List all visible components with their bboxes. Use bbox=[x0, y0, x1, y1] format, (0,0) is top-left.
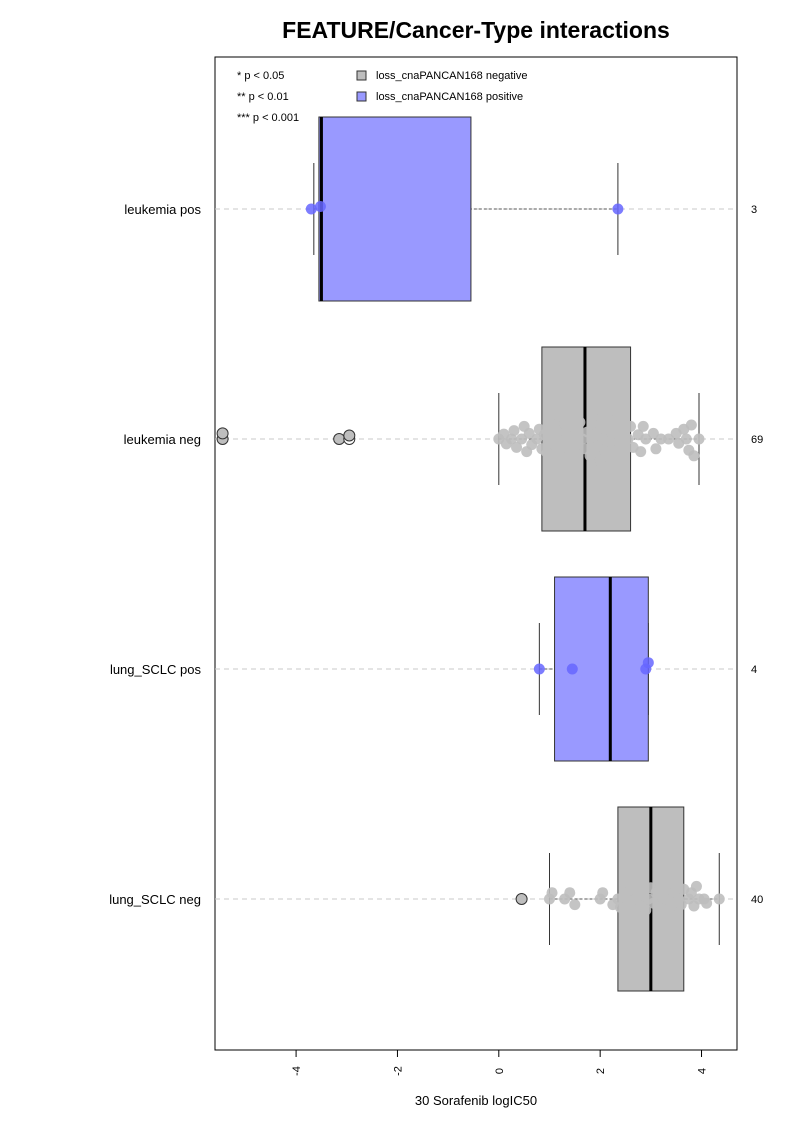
data-point bbox=[508, 425, 520, 437]
data-point bbox=[614, 901, 626, 913]
data-point bbox=[652, 901, 664, 913]
legend-swatch bbox=[356, 91, 367, 102]
x-tick-label: 4 bbox=[697, 1068, 709, 1074]
data-point bbox=[543, 416, 555, 428]
data-point bbox=[701, 897, 713, 909]
plot-frame bbox=[214, 56, 738, 1051]
outlier-point bbox=[216, 427, 229, 440]
category-label: leukemia pos bbox=[124, 202, 201, 217]
data-point bbox=[635, 446, 647, 458]
data-point bbox=[642, 657, 654, 669]
data-point bbox=[609, 427, 621, 439]
data-point bbox=[637, 420, 649, 432]
data-point bbox=[713, 893, 725, 905]
significance-legend-item: ** p < 0.01 bbox=[237, 91, 289, 103]
x-tick-label: -2 bbox=[392, 1066, 404, 1076]
data-point bbox=[640, 904, 652, 916]
data-point bbox=[612, 447, 624, 459]
data-point bbox=[505, 433, 517, 445]
outlier-point bbox=[515, 893, 528, 905]
x-axis-label: 30 Sorafenib logIC50 bbox=[415, 1093, 537, 1108]
data-point bbox=[663, 433, 675, 445]
data-point bbox=[584, 450, 596, 462]
count-label: 3 bbox=[751, 204, 757, 216]
significance-legend-item: *** p < 0.001 bbox=[237, 112, 299, 124]
data-point bbox=[597, 887, 609, 899]
legend-label: loss_cnaPANCAN168 positive bbox=[376, 91, 523, 103]
data-point bbox=[655, 433, 667, 445]
outlier-point bbox=[343, 429, 356, 442]
data-point bbox=[599, 423, 611, 435]
data-point bbox=[625, 420, 637, 432]
category-label: lung_SCLC pos bbox=[110, 662, 202, 677]
data-point bbox=[533, 663, 545, 675]
data-point bbox=[564, 448, 576, 460]
data-point bbox=[622, 433, 634, 445]
category-label: lung_SCLC neg bbox=[109, 892, 201, 907]
count-label: 69 bbox=[751, 434, 763, 446]
data-point bbox=[566, 663, 578, 675]
data-point bbox=[690, 880, 702, 892]
data-point bbox=[587, 411, 599, 423]
x-tick-label: 0 bbox=[494, 1068, 506, 1074]
plot-area: -4 -2 0 2 4 leukemia pos 3 leukemia neg 69 lung_S… bbox=[109, 56, 763, 1076]
legend-swatch bbox=[356, 70, 367, 81]
data-point bbox=[314, 200, 326, 212]
data-point bbox=[650, 443, 662, 455]
category-label: leukemia neg bbox=[124, 432, 201, 447]
x-tick-label: 2 bbox=[595, 1068, 607, 1074]
data-point bbox=[625, 883, 637, 895]
data-point bbox=[599, 446, 611, 458]
legend-label: loss_cnaPANCAN168 negative bbox=[376, 70, 527, 82]
data-point bbox=[647, 427, 659, 439]
data-point bbox=[688, 450, 700, 462]
data-point bbox=[655, 879, 667, 891]
data-point bbox=[561, 430, 573, 442]
data-point bbox=[554, 444, 566, 456]
data-point bbox=[305, 203, 317, 215]
data-point bbox=[523, 427, 535, 439]
box bbox=[318, 116, 472, 302]
x-tick-label: -4 bbox=[291, 1066, 303, 1076]
data-point bbox=[551, 426, 563, 438]
count-label: 4 bbox=[751, 664, 757, 676]
data-point bbox=[612, 893, 624, 905]
data-point bbox=[612, 203, 624, 215]
data-point bbox=[685, 419, 697, 431]
data-point bbox=[574, 416, 586, 428]
data-point bbox=[604, 436, 616, 448]
data-point bbox=[594, 464, 606, 476]
data-point bbox=[693, 433, 705, 445]
data-point bbox=[546, 887, 558, 899]
data-point bbox=[602, 412, 614, 424]
data-point bbox=[511, 441, 523, 453]
data-point bbox=[675, 899, 687, 911]
data-point bbox=[665, 900, 677, 912]
chart-title: FEATURE/Cancer-Type interactions bbox=[282, 17, 670, 43]
data-point bbox=[640, 433, 652, 445]
data-point bbox=[594, 454, 606, 466]
count-label: 40 bbox=[751, 894, 763, 906]
data-point bbox=[564, 887, 576, 899]
data-point bbox=[559, 418, 571, 430]
significance-legend-item: * p < 0.05 bbox=[237, 70, 284, 82]
data-point bbox=[680, 433, 692, 445]
data-point bbox=[569, 899, 581, 911]
outlier-point bbox=[333, 433, 346, 445]
data-point bbox=[541, 447, 553, 459]
data-point bbox=[516, 433, 528, 445]
